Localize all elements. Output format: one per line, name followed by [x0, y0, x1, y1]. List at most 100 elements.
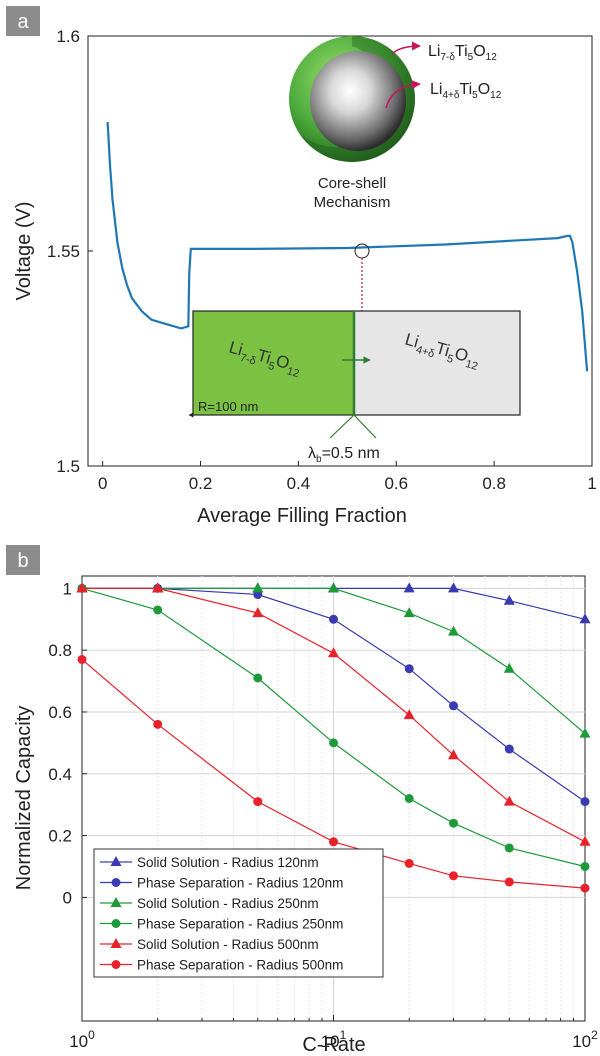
data-point-circle — [329, 837, 338, 847]
legend-marker — [111, 878, 121, 887]
data-point-triangle — [503, 662, 515, 673]
voltage-y-tick-label: 1.5 — [56, 457, 80, 476]
data-point-circle — [504, 744, 514, 754]
voltage-axis-ticks — [88, 35, 593, 467]
panel-a: a 0 0.2 0.4 0.6 0.8 1 1.5 1.55 1.6 Average Filli… — [6, 6, 597, 527]
capacity-x-axis-label: C-Rate — [302, 1034, 365, 1056]
voltage-y-axis-label: Voltage (V) — [13, 202, 35, 301]
capacity-y-tick-label: 1 — [63, 579, 72, 598]
data-point-triangle — [403, 582, 415, 593]
panel-a-label: a — [17, 11, 29, 33]
lambda-leader-left — [329, 414, 355, 439]
data-point-triangle — [252, 582, 264, 593]
legend-box — [93, 848, 384, 978]
capacity-y-tick-label: 0 — [63, 888, 72, 907]
panel-b-label-box — [6, 545, 40, 575]
capacity-x-tick-label: 101 — [321, 1028, 347, 1051]
legend-label: Phase Separation - Radius 250nm — [137, 917, 343, 932]
legend-marker — [110, 938, 122, 948]
inset-left-region — [193, 311, 354, 415]
capacity-series — [76, 582, 591, 893]
panel-a-label-box — [6, 6, 40, 36]
data-point-circle — [153, 605, 163, 615]
data-point-circle — [580, 861, 590, 871]
capacity-x-tick-label: 102 — [572, 1028, 598, 1051]
series-line — [82, 587, 586, 843]
core-shell-caption-2: Mechanism — [314, 194, 391, 211]
voltage-x-tick-label: 1 — [587, 474, 596, 493]
voltage-x-tick-label: 0.4 — [287, 474, 311, 493]
capacity-y-tick-label: 0.2 — [48, 827, 72, 846]
data-point-triangle — [503, 594, 515, 605]
data-point-circle — [329, 738, 338, 748]
capacity-tick-labels: 0 0.2 0.4 0.6 0.8 1 100 101 102 — [48, 579, 598, 1051]
voltage-y-tick-label: 1.6 — [56, 27, 80, 46]
data-point-circle — [404, 858, 414, 868]
lambda-label: λb=0.5 nm — [308, 445, 380, 465]
legend-marker — [110, 897, 122, 907]
series-line — [82, 587, 586, 735]
data-point-triangle — [579, 835, 591, 846]
data-point-triangle — [328, 582, 339, 593]
core-shell-sphere — [289, 35, 416, 162]
data-point-circle — [153, 719, 163, 729]
voltage-x-tick-label: 0.2 — [189, 474, 213, 493]
legend-label: Solid Solution - Radius 500nm — [137, 937, 319, 952]
capacity-y-tick-label: 0.4 — [48, 765, 72, 784]
data-point-triangle — [252, 607, 264, 618]
capacity-x-tick-label: 100 — [69, 1028, 95, 1051]
data-point-circle — [580, 797, 590, 807]
data-point-triangle — [579, 613, 591, 624]
inner-phase-arrow — [385, 80, 421, 109]
data-point-triangle — [403, 607, 415, 618]
phase-inset: Li7-δTi5O12 Li4+δTi5O12 R=100 nm λb=0.5 … — [188, 310, 521, 465]
voltage-x-axis-label: Average Filling Fraction — [197, 505, 407, 527]
data-point-triangle — [152, 582, 164, 593]
series-phase-separation-radius-250nm — [77, 583, 590, 871]
capacity-axis-ticks — [82, 587, 574, 1021]
series-line — [81, 587, 586, 868]
capacity-y-axis-label: Normalized Capacity — [13, 706, 35, 891]
data-point-circle — [253, 797, 263, 807]
capacity-legend: Solid Solution - Radius 120nm Phase Separ… — [93, 848, 384, 978]
legend-marker — [110, 856, 122, 866]
outer-phase-formula: Li7-δTi5O12 — [428, 43, 497, 63]
data-point-circle — [504, 843, 514, 853]
capacity-y-tick-label: 0.8 — [48, 641, 72, 660]
radius-label: R=100 nm — [198, 399, 258, 414]
panel-b: b 0 0.2 0.4 0.6 0.8 1 100 101 102 C-Rate Normali… — [6, 545, 598, 1056]
core-shell-caption-1: Core-shell — [318, 175, 386, 192]
voltage-tick-labels: 0 0.2 0.4 0.6 0.8 1 1.5 1.55 1.6 — [47, 27, 597, 493]
data-point-triangle — [447, 625, 459, 636]
data-point-triangle — [76, 582, 88, 593]
legend-label: Phase Separation - Radius 120nm — [137, 876, 343, 891]
inset-right-region — [354, 311, 520, 415]
sphere-core — [310, 51, 406, 151]
legend-marker — [111, 919, 121, 928]
voltage-x-tick-label: 0.6 — [384, 474, 408, 493]
voltage-x-tick-label: 0 — [98, 474, 107, 493]
data-point-triangle — [403, 709, 415, 720]
data-point-circle — [448, 701, 458, 711]
capacity-y-tick-label: 0.6 — [48, 703, 72, 722]
data-point-circle — [404, 794, 414, 803]
inner-phase-formula: Li4+δTi5O12 — [430, 81, 502, 101]
series-solid-solution-radius-500nm — [76, 582, 591, 846]
data-point-triangle — [328, 647, 339, 658]
inset-left-formula: Li7-δTi5O12 — [226, 338, 304, 381]
voltage-y-tick-label: 1.55 — [47, 242, 80, 261]
data-point-circle — [448, 871, 458, 881]
data-point-triangle — [579, 727, 591, 738]
data-point-circle — [329, 614, 338, 624]
legend-marker — [111, 960, 121, 969]
data-point-triangle — [503, 795, 515, 806]
legend-label: Phase Separation - Radius 500nm — [137, 958, 343, 973]
data-point-circle — [504, 877, 514, 887]
inset-right-formula: Li4+δTi5O12 — [402, 330, 482, 373]
inset-frame — [192, 310, 521, 416]
voltage-curve — [106, 121, 589, 372]
data-point-triangle — [447, 749, 459, 760]
panel-b-label: b — [17, 550, 28, 572]
lambda-leader-right — [353, 414, 377, 439]
